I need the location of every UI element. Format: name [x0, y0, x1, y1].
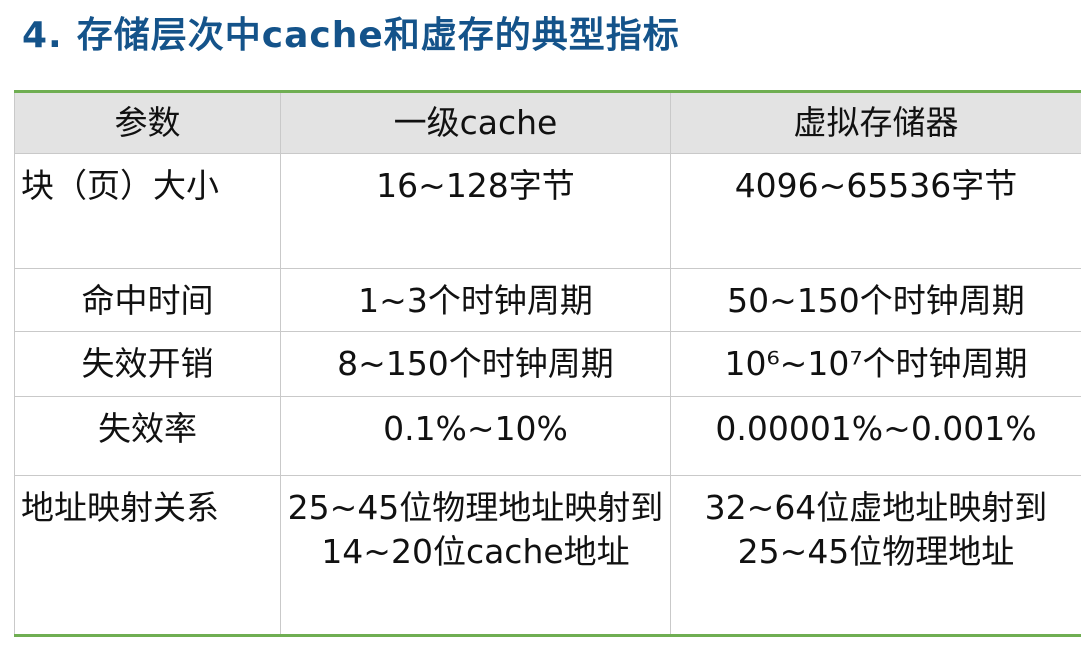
- title-number: 4.: [22, 15, 63, 56]
- table-row: 块（页）大小 16~128字节 4096~65536字节: [14, 153, 1081, 269]
- table-row: 地址映射关系 25~45位物理地址映射到14~20位cache地址 32~64位…: [14, 475, 1081, 636]
- table-row: 失效开销 8~150个时钟周期 10⁶~10⁷个时钟周期: [14, 331, 1081, 397]
- table-row: 命中时间 1~3个时钟周期 50~150个时钟周期: [14, 268, 1081, 332]
- row-cache-value: 8~150个时钟周期: [280, 331, 671, 397]
- row-vm-value: 4096~65536字节: [670, 153, 1081, 269]
- row-param-label: 命中时间: [14, 268, 281, 332]
- row-param-label: 失效率: [14, 396, 281, 476]
- row-cache-value: 16~128字节: [280, 153, 671, 269]
- metrics-table: 参数 一级cache 虚拟存储器 块（页）大小 16~128字节 4096~65…: [14, 90, 1081, 637]
- header-param: 参数: [14, 91, 281, 154]
- row-cache-value: 1~3个时钟周期: [280, 268, 671, 332]
- row-cache-value: 25~45位物理地址映射到14~20位cache地址: [280, 475, 671, 636]
- table-row: 失效率 0.1%~10% 0.00001%~0.001%: [14, 396, 1081, 476]
- row-vm-value: 32~64位虚地址映射到25~45位物理地址: [670, 475, 1081, 636]
- row-vm-value: 50~150个时钟周期: [670, 268, 1081, 332]
- table-header-row: 参数 一级cache 虚拟存储器: [14, 91, 1081, 154]
- row-param-label: 失效开销: [14, 331, 281, 397]
- row-param-label: 块（页）大小: [14, 153, 281, 269]
- metrics-table-container: 参数 一级cache 虚拟存储器 块（页）大小 16~128字节 4096~65…: [14, 90, 1081, 637]
- row-vm-value: 0.00001%~0.001%: [670, 396, 1081, 476]
- header-l1-cache: 一级cache: [280, 91, 671, 154]
- slide-title: 4. 存储层次中cache和虚存的典型指标: [22, 6, 680, 58]
- row-vm-value: 10⁶~10⁷个时钟周期: [670, 331, 1081, 397]
- row-param-label: 地址映射关系: [14, 475, 281, 636]
- title-text: 存储层次中cache和虚存的典型指标: [76, 15, 680, 56]
- header-virtual-memory: 虚拟存储器: [670, 91, 1081, 154]
- row-cache-value: 0.1%~10%: [280, 396, 671, 476]
